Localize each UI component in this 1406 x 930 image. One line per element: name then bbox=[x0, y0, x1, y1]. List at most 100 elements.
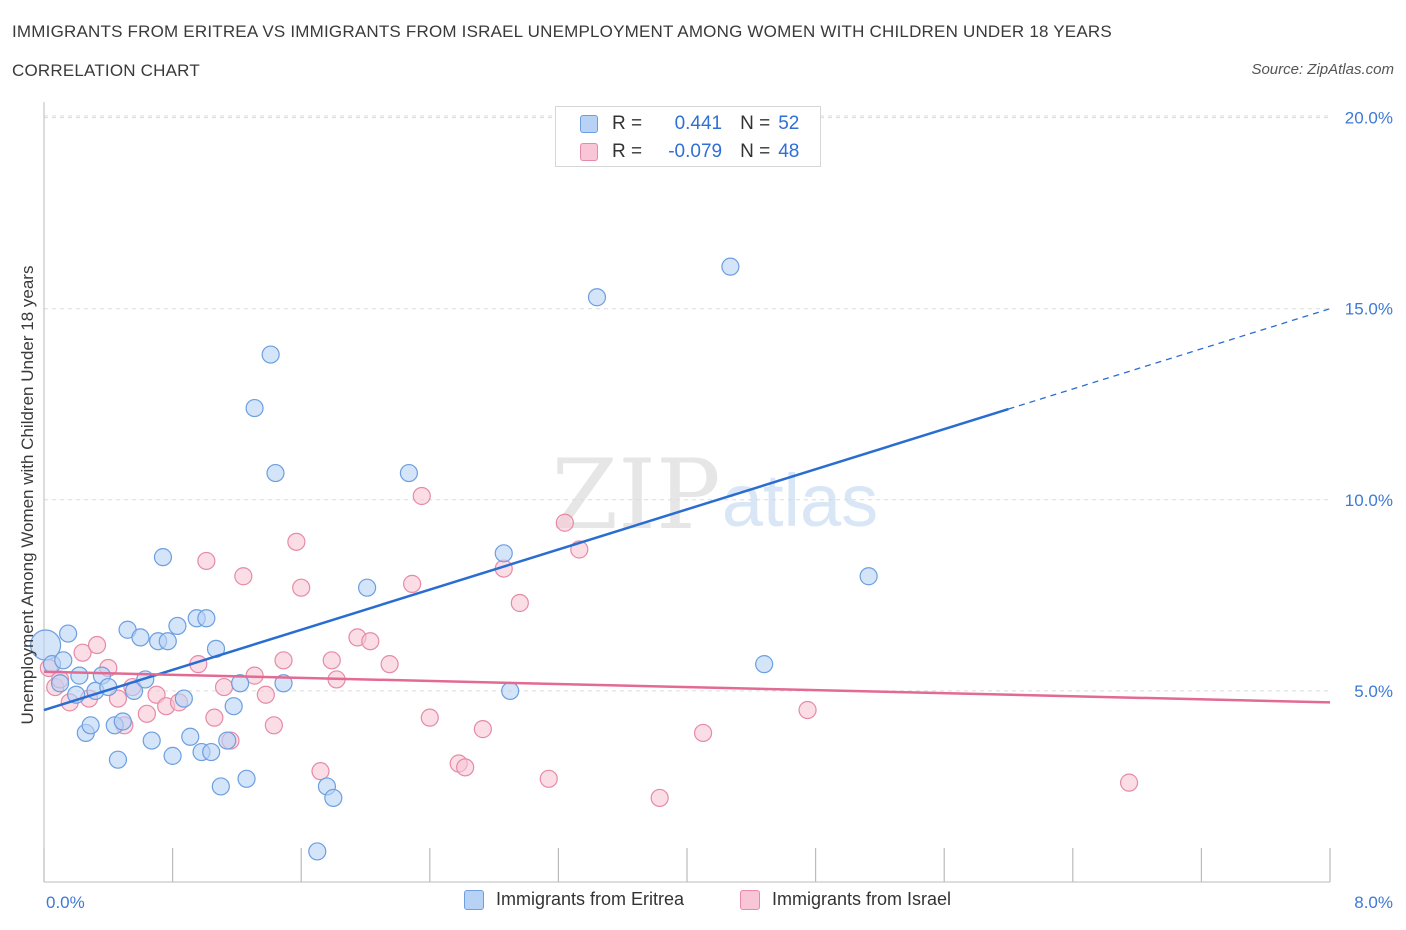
grid-lines bbox=[44, 115, 1330, 692]
eritrea-point bbox=[721, 257, 740, 276]
eritrea-point bbox=[494, 544, 513, 563]
legend-label-israel: Immigrants from Israel bbox=[772, 889, 952, 909]
israel-point bbox=[292, 578, 311, 597]
legend-label-eritrea: Immigrants from Eritrea bbox=[496, 889, 685, 909]
israel-point bbox=[87, 635, 107, 655]
series-legend: Immigrants from Eritrea Immigrants from … bbox=[0, 889, 1406, 915]
israel-point bbox=[798, 700, 817, 720]
israel-point bbox=[510, 593, 529, 613]
israel-point bbox=[311, 762, 330, 781]
eritrea-point bbox=[158, 632, 177, 651]
israel-point bbox=[420, 708, 439, 727]
israel-point bbox=[539, 769, 558, 788]
legend-row-eritrea: R = 0.441 N = 52 bbox=[580, 112, 799, 136]
n-value-eritrea: 52 bbox=[778, 113, 800, 134]
eritrea-trend-line bbox=[43, 407, 1009, 712]
eritrea-point bbox=[174, 689, 193, 708]
eritrea-point bbox=[113, 712, 132, 731]
eritrea-point bbox=[54, 651, 73, 670]
chart-title: IMMIGRANTS FROM ERITREA VS IMMIGRANTS FR… bbox=[12, 22, 1112, 41]
israel-trend-line bbox=[43, 670, 1331, 704]
israel-point bbox=[412, 486, 431, 506]
eritrea-point bbox=[308, 842, 327, 861]
eritrea-point bbox=[168, 616, 187, 636]
eritrea-point bbox=[153, 548, 173, 567]
eritrea-point bbox=[197, 609, 216, 628]
r-value-eritrea: 0.441 bbox=[674, 113, 723, 134]
israel-point bbox=[693, 723, 713, 743]
eritrea-point bbox=[218, 731, 237, 750]
eritrea-point bbox=[202, 742, 221, 762]
legend-item-eritrea[interactable]: Immigrants from Eritrea bbox=[464, 889, 684, 910]
legend-item-israel[interactable]: Immigrants from Israel bbox=[740, 889, 951, 910]
y-tick-label: 15.0% bbox=[1345, 300, 1393, 319]
israel-point bbox=[650, 788, 669, 808]
tick-labels: 5.0% 10.0% 15.0% 20.0% 0.0% 8.0% bbox=[46, 109, 1393, 912]
x-tick-label-min: 0.0% bbox=[46, 893, 85, 912]
israel-point bbox=[274, 651, 293, 670]
israel-point bbox=[197, 551, 216, 571]
eritrea-point bbox=[211, 777, 230, 796]
trend-lines bbox=[43, 308, 1331, 712]
legend-row-israel: R = -0.079 N = 48 bbox=[580, 140, 799, 164]
eritrea-point bbox=[399, 463, 419, 483]
eritrea-point bbox=[237, 769, 256, 788]
axes bbox=[43, 102, 1331, 883]
n-label: N = bbox=[740, 113, 771, 134]
watermark-atlas: atlas bbox=[722, 459, 878, 542]
eritrea-point bbox=[142, 731, 161, 750]
eritrea-point bbox=[50, 674, 70, 693]
israel-point bbox=[380, 655, 399, 674]
eritrea-legend-swatch bbox=[464, 889, 484, 910]
eritrea-point bbox=[859, 567, 878, 586]
eritrea-point bbox=[224, 697, 243, 716]
israel-point bbox=[234, 567, 253, 586]
israel-point bbox=[73, 643, 92, 662]
israel-point bbox=[322, 651, 341, 670]
n-value-israel: 48 bbox=[778, 141, 800, 162]
israel-point bbox=[264, 716, 283, 735]
eritrea-point bbox=[181, 727, 200, 746]
eritrea-point bbox=[108, 750, 128, 769]
y-tick-label: 5.0% bbox=[1354, 682, 1393, 701]
source-credit: Source: ZipAtlas.com bbox=[1251, 61, 1394, 78]
eritrea-point bbox=[231, 674, 250, 693]
r-label: R = bbox=[612, 113, 643, 134]
eritrea-point bbox=[274, 674, 293, 693]
eritrea-point bbox=[81, 716, 100, 735]
data-points bbox=[30, 257, 1139, 861]
eritrea-point bbox=[261, 345, 280, 364]
israel-swatch bbox=[580, 143, 598, 161]
r-label: R = bbox=[612, 141, 643, 162]
israel-point bbox=[287, 532, 306, 551]
eritrea-point bbox=[70, 666, 89, 685]
israel-point bbox=[403, 574, 422, 593]
eritrea-point bbox=[266, 463, 285, 483]
watermark-zip: ZIP bbox=[551, 439, 720, 551]
r-value-israel: -0.079 bbox=[668, 141, 723, 162]
eritrea-point bbox=[358, 578, 377, 597]
correlation-legend: R = 0.441 N = 52 R = -0.079 N = 48 bbox=[555, 106, 821, 167]
israel-point bbox=[256, 685, 275, 704]
chart-subtitle: CORRELATION CHART bbox=[12, 61, 200, 80]
israel-point bbox=[456, 758, 475, 777]
israel-point bbox=[214, 677, 234, 697]
y-axis-label: Unemployment Among Women with Children U… bbox=[18, 265, 37, 725]
y-tick-label: 10.0% bbox=[1345, 491, 1393, 510]
israel-point bbox=[361, 632, 380, 651]
watermark: ZIP atlas bbox=[551, 439, 878, 551]
israel-point bbox=[205, 708, 224, 727]
israel-point bbox=[1119, 773, 1139, 792]
israel-point bbox=[555, 513, 574, 532]
eritrea-point bbox=[501, 681, 520, 701]
eritrea-point bbox=[163, 746, 182, 765]
eritrea-point bbox=[131, 628, 150, 647]
y-tick-label: 20.0% bbox=[1345, 109, 1393, 128]
n-label: N = bbox=[740, 141, 771, 162]
eritrea-point bbox=[324, 788, 343, 808]
eritrea-point bbox=[59, 624, 78, 643]
eritrea-point bbox=[587, 288, 607, 307]
israel-legend-swatch bbox=[740, 889, 760, 910]
israel-point bbox=[137, 704, 156, 723]
